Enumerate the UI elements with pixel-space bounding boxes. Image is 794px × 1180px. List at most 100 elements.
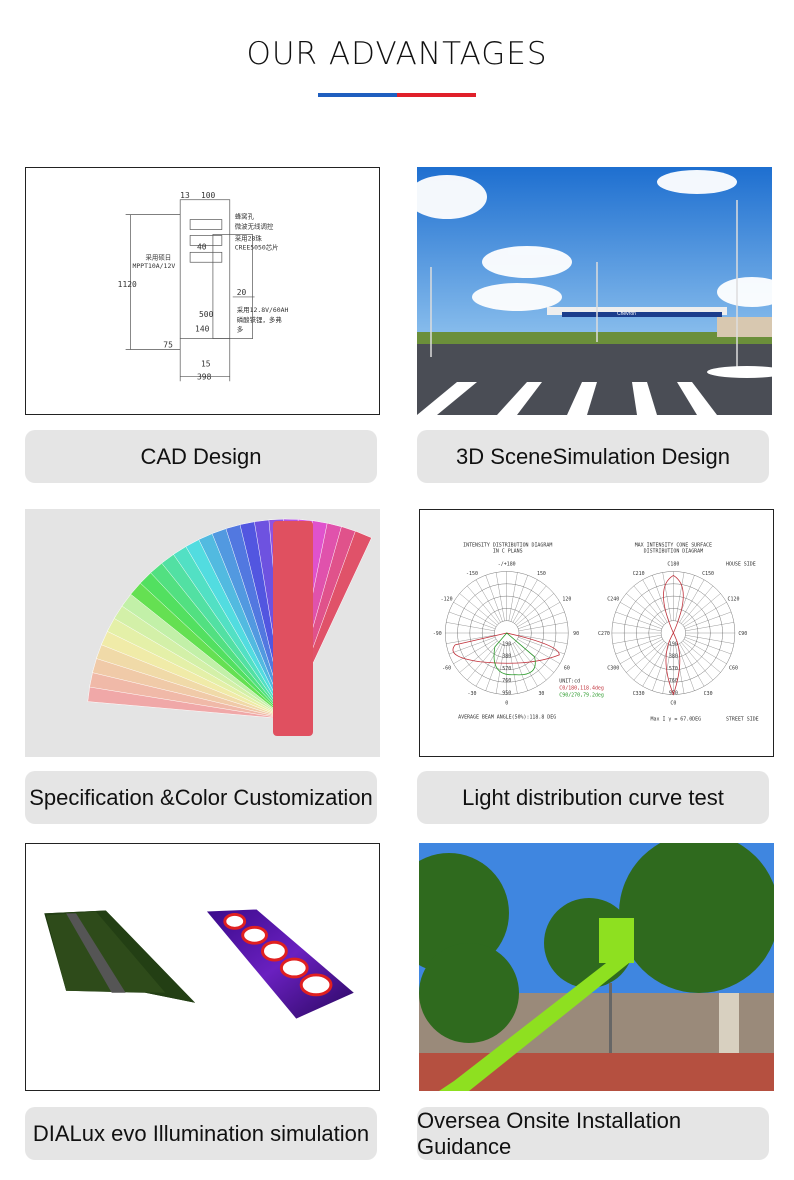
cad-note: 采用硕日 [145, 252, 171, 261]
cad-dim: 75 [163, 341, 173, 350]
polar-spoke [514, 642, 547, 681]
max-intensity-label: Max I γ = 67.0DEG [651, 716, 702, 722]
legend-c0: C0/180,118.4deg [559, 686, 604, 692]
polar-spoke [508, 645, 518, 694]
polar-spoke [485, 575, 503, 622]
cad-note: 多 [237, 325, 244, 334]
polar-spoke [459, 640, 498, 673]
right-ring-label: 190 [669, 641, 678, 647]
polar-spoke [485, 644, 503, 691]
polar-spoke [620, 602, 663, 627]
cad-dim: 100 [201, 191, 216, 200]
polar-spoke [495, 645, 505, 694]
dialux-simulation-image [25, 843, 380, 1091]
title-underline-red [397, 93, 476, 97]
cad-dim: 20 [237, 288, 247, 297]
cad-dim: 398 [197, 372, 212, 381]
polar-spoke [675, 645, 685, 694]
polar-spoke [642, 579, 668, 623]
right-angle-label: C270 [598, 631, 610, 637]
onsite-installation-photo [419, 843, 774, 1091]
right-ring-label: 380 [669, 654, 678, 660]
caption-light-distribution: Light distribution curve test [417, 771, 769, 824]
left-angle-label: -120 [441, 596, 453, 602]
polar-spoke [612, 634, 662, 644]
polar-spoke [453, 602, 497, 627]
polar-spoke [448, 637, 496, 655]
right-angle-label: C150 [702, 571, 714, 577]
cad-dim: 40 [197, 242, 207, 251]
left-angle-label: 60 [564, 666, 570, 672]
caption-cad-design: CAD Design [25, 430, 377, 483]
polar-spoke [467, 642, 499, 681]
polar-spoke [475, 579, 501, 623]
left-angle-label: -30 [468, 691, 477, 697]
polar-spoke [677, 644, 695, 691]
polar-spoke [518, 634, 568, 644]
polar-spoke [675, 572, 685, 621]
left-ring-label: 380 [502, 654, 511, 660]
right-angle-label: C240 [607, 596, 619, 602]
polar-spoke [518, 637, 565, 655]
left-ring-label: 760 [502, 678, 511, 684]
left-ring-label: 570 [502, 666, 511, 672]
cad-dim: 13 [180, 191, 190, 200]
c0-curve [452, 632, 560, 664]
right-ring-label: 570 [669, 666, 678, 672]
polar-spoke [685, 634, 734, 644]
beam-angle-label: AVERAGE BEAM ANGLE(50%):118.8 DEG [458, 714, 556, 720]
polar-spoke [512, 579, 538, 623]
legend-unit: UNIT:cd [559, 679, 580, 685]
left-angle-label: 120 [562, 596, 571, 602]
cad-note: 采用12.8V/60AH [237, 305, 289, 314]
polar-spoke [495, 572, 505, 621]
polar-spoke [683, 602, 727, 627]
polar-spoke [514, 585, 547, 624]
left-angle-label: 90 [573, 631, 579, 637]
3d-scene-image: Chevron [417, 167, 772, 415]
polar-spoke [679, 579, 705, 623]
polar-spoke [682, 593, 721, 626]
left-angle-label: -150 [466, 571, 478, 577]
polar-spoke [518, 622, 568, 632]
left-diagram-title: IN C PLANS [493, 549, 523, 555]
cad-dim: 1120 [118, 280, 137, 289]
polar-spoke [508, 572, 518, 621]
cad-note: 磷酸铁锂，多弗 [237, 315, 282, 324]
cad-note: 蜂窝孔 [235, 212, 255, 221]
polar-spoke [615, 637, 662, 655]
polar-spoke [684, 637, 732, 655]
cad-dim: 15 [201, 359, 211, 368]
cone-curve [663, 575, 684, 696]
polar-spoke [682, 640, 721, 673]
polar-spoke [448, 611, 496, 629]
left-angle-label: 150 [537, 571, 546, 577]
left-diagram-title: INTENSITY DISTRIBUTION DIAGRAM [463, 543, 552, 549]
cad-note: 微波无线调控 [235, 222, 274, 231]
polar-spoke [620, 639, 663, 664]
polar-spoke [684, 611, 732, 629]
color-fan-image [25, 509, 380, 757]
polar-spoke [683, 639, 727, 664]
fan-cover [273, 521, 313, 736]
left-ring-label: 950 [502, 691, 511, 697]
right-diagram-title: MAX INTENSITY CONE SURFACE [635, 543, 712, 549]
c90-curve [493, 632, 536, 676]
polar-spoke [679, 643, 705, 687]
right-angle-label: C180 [667, 562, 679, 568]
polar-spoke [516, 593, 554, 626]
cad-note: 采用28珠 [235, 233, 263, 242]
polar-spoke [518, 611, 565, 629]
caption-dialux: DIALux evo Illumination simulation [25, 1107, 377, 1160]
polar-spoke [642, 643, 668, 687]
right-angle-label: C30 [704, 691, 713, 697]
polar-spoke [453, 639, 497, 664]
polar-spoke [681, 642, 714, 681]
light-distribution-diagram: INTENSITY DISTRIBUTION DIAGRAM IN C PLAN… [419, 509, 774, 757]
left-angle-label: 0 [505, 700, 508, 706]
right-angle-label: C0 [670, 700, 676, 706]
polar-spoke [475, 643, 501, 687]
polar-spoke [615, 611, 662, 629]
legend-c90: C90/270,79.2deg [559, 692, 604, 698]
